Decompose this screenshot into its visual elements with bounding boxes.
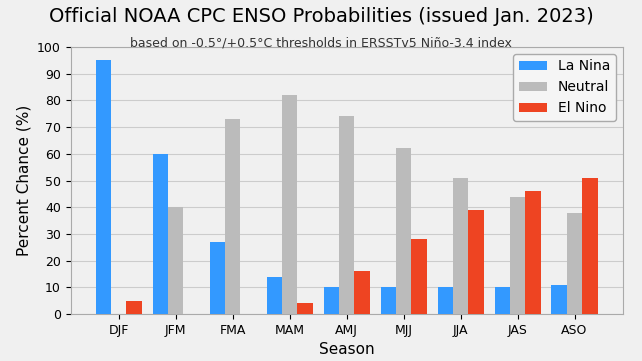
- Bar: [412, 239, 427, 314]
- Bar: [567, 213, 582, 314]
- Bar: [282, 95, 297, 314]
- Bar: [354, 271, 370, 314]
- Bar: [494, 287, 510, 314]
- Bar: [153, 154, 168, 314]
- Bar: [525, 191, 541, 314]
- Text: Official NOAA CPC ENSO Probabilities (issued Jan. 2023): Official NOAA CPC ENSO Probabilities (is…: [49, 7, 593, 26]
- Bar: [210, 242, 225, 314]
- Bar: [582, 178, 598, 314]
- Bar: [266, 277, 282, 314]
- Bar: [551, 285, 567, 314]
- Bar: [96, 60, 111, 314]
- Bar: [324, 287, 339, 314]
- Text: based on -0.5°/+0.5°C thresholds in ERSSTv5 Niño-3.4 index: based on -0.5°/+0.5°C thresholds in ERSS…: [130, 36, 512, 49]
- Bar: [339, 116, 354, 314]
- Bar: [510, 196, 525, 314]
- Bar: [381, 287, 396, 314]
- Y-axis label: Percent Chance (%): Percent Chance (%): [17, 105, 31, 256]
- Bar: [168, 207, 184, 314]
- Bar: [225, 119, 240, 314]
- Bar: [438, 287, 453, 314]
- Legend: La Nina, Neutral, El Nino: La Nina, Neutral, El Nino: [514, 54, 616, 121]
- Bar: [126, 301, 142, 314]
- Bar: [297, 303, 313, 314]
- Bar: [396, 148, 412, 314]
- Bar: [453, 178, 468, 314]
- X-axis label: Season: Season: [319, 342, 374, 357]
- Bar: [468, 210, 483, 314]
